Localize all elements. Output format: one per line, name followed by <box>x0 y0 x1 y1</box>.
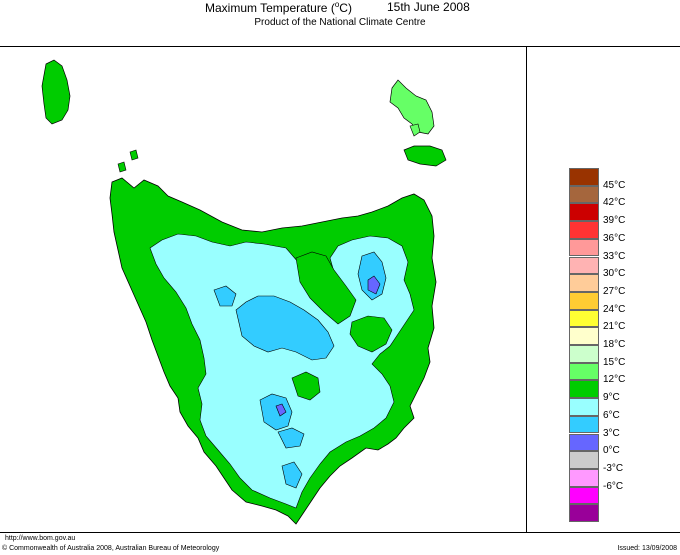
temp-zone-green-east <box>349 315 393 353</box>
legend-swatch <box>569 256 599 275</box>
temp-zone-6-9-northeast <box>357 251 387 301</box>
legend-swatch <box>569 451 599 469</box>
legend-label: 33°C <box>603 250 626 262</box>
small-island-2 <box>129 149 139 161</box>
legend-label: 0°C <box>603 445 620 457</box>
legend-divider <box>526 46 527 533</box>
footer-issued-date: Issued: 13/09/2008 <box>617 545 677 552</box>
legend-label: 36°C <box>603 232 626 244</box>
legend-label: 27°C <box>603 285 626 297</box>
legend-swatch <box>569 327 599 345</box>
legend-label: 18°C <box>603 339 626 350</box>
temp-zone-6-9-central <box>235 295 335 361</box>
legend-swatch <box>569 415 599 434</box>
legend-swatch <box>569 309 599 328</box>
temp-zone-3-6-southwest <box>275 403 287 417</box>
legend-label: 30°C <box>603 268 626 280</box>
legend-swatch <box>569 291 599 310</box>
legend-swatch <box>569 185 599 204</box>
temp-zone-6-9-south <box>277 427 305 449</box>
legend-swatch <box>569 345 599 363</box>
legend-swatch <box>569 203 599 222</box>
legend-swatch <box>569 274 599 292</box>
legend-label: 15°C <box>603 356 626 368</box>
legend-swatch <box>569 221 599 239</box>
temp-zone-green-south <box>291 371 321 401</box>
temp-zone-green-intrusion <box>295 251 357 325</box>
map-date: 15th June 2008 <box>387 0 470 14</box>
map-frame <box>0 46 680 533</box>
legend-swatch <box>569 362 599 381</box>
map-subtitle: Product of the National Climate Centre <box>254 17 426 28</box>
cape-barren-island <box>403 145 447 167</box>
legend-label: 21°C <box>603 321 626 333</box>
footer-url[interactable]: http://www.bom.gov.au <box>5 535 76 542</box>
temp-zone-6-9-far-south <box>281 461 303 489</box>
legend-swatch <box>569 398 599 416</box>
legend-label: 45°C <box>603 179 626 191</box>
legend-swatch <box>569 486 599 505</box>
legend-swatch <box>569 433 599 452</box>
small-island-3 <box>117 161 127 173</box>
temp-zone-6-9-west <box>213 285 237 307</box>
legend-label: 9°C <box>603 392 620 404</box>
legend-label: 39°C <box>603 215 626 227</box>
king-island <box>41 59 71 125</box>
legend-label: 42°C <box>603 197 626 209</box>
legend-label: 12°C <box>603 374 626 386</box>
legend-swatch <box>569 468 599 487</box>
title-text: Maximum Temperature ( <box>205 1 335 15</box>
legend-swatch <box>569 380 599 399</box>
title-degree: o <box>334 0 340 9</box>
map-title: Maximum Temperature (oC) <box>205 0 352 15</box>
small-island-1 <box>409 123 421 137</box>
legend-label: -6°C <box>603 480 624 492</box>
legend-swatch <box>569 504 599 522</box>
legend-swatch <box>569 238 599 257</box>
chart-header: Maximum Temperature (oC) 15th June 2008 <box>0 0 680 16</box>
legend-label: 6°C <box>603 409 620 421</box>
footer-copyright: © Commonwealth of Australia 2008, Austra… <box>2 545 220 552</box>
legend-label: 24°C <box>603 303 626 315</box>
legend-label: -3°C <box>603 462 624 474</box>
legend-swatch <box>569 168 599 186</box>
temp-zone-3-6-northeast <box>367 275 381 295</box>
flinders-island <box>389 79 435 135</box>
temp-zone-6-9-southwest <box>259 393 293 431</box>
legend-label: 3°C <box>603 427 620 439</box>
title-unit: C) <box>339 1 352 15</box>
